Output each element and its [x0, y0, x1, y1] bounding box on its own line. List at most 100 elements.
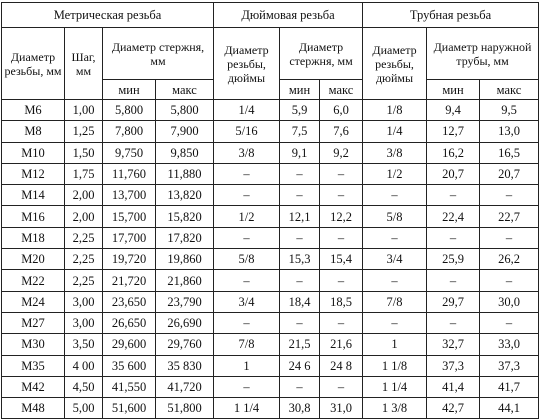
pipe-outer-min-cell: 32,7 — [426, 333, 481, 356]
metric-rod-max-cell: 19,860 — [155, 248, 214, 271]
inch-diameter-cell: 1/2 — [213, 205, 280, 228]
pipe-outer-min-cell: – — [426, 269, 481, 292]
inch-rod-max-cell: 9,2 — [318, 141, 364, 164]
inch-rod-max-cell: – — [318, 226, 364, 250]
inch-rod-min-cell: 18,4 — [279, 290, 320, 313]
metric-diameter-cell: М48 — [1, 397, 65, 420]
pipe-min-header: мин — [426, 79, 481, 100]
inch-rod-max-cell: 12,2 — [318, 205, 364, 228]
inch-diameter-cell: – — [213, 184, 280, 207]
metric-rod-min-cell: 19,720 — [102, 248, 156, 271]
metric-diameter-cell: М18 — [1, 226, 65, 250]
pipe-diameter-cell: 5/8 — [362, 205, 428, 228]
metric-rod-max-cell: 51,800 — [155, 397, 214, 420]
inch-rod-max-cell: 31,0 — [318, 397, 364, 420]
pipe-outer-max-cell: 44,1 — [479, 397, 540, 420]
column-header-row: Диаметр резьбы, мм Шаг, мм Диаметр стерж… — [1, 27, 540, 100]
pipe-max-header: макс — [479, 79, 540, 100]
pipe-diameter-cell: 1 3/8 — [362, 397, 428, 420]
inch-diameter-cell: 1 — [213, 354, 280, 377]
table-row: М6 1,00 5,800 5,800 1/4 5,9 6,0 1/8 9,4 9,5 — [1, 98, 540, 122]
pipe-outer-max-cell: 22,7 — [479, 205, 540, 228]
pipe-outer-min-cell: 41,4 — [426, 375, 481, 399]
pitch-cell: 2,00 — [64, 184, 103, 207]
pipe-outer-diameter-header: Диаметр наружной трубы, мм — [426, 27, 540, 80]
pipe-outer-max-cell: – — [479, 184, 540, 207]
inch-rod-max-cell: – — [318, 375, 364, 399]
pipe-diameter-cell: 1/4 — [362, 120, 428, 143]
pipe-diameter-cell: 1 1/4 — [362, 375, 428, 399]
table-row: М24 3,00 23,650 23,790 3/4 18,4 18,5 7/8 29,7 30,… — [1, 290, 540, 313]
inch-rod-min-cell: – — [279, 375, 320, 399]
inch-rod-max-cell: 24 8 — [318, 354, 364, 377]
metric-rod-max-cell: 5,800 — [155, 98, 214, 122]
table-row: М16 2,00 15,700 15,820 1/2 12,1 12,2 5/8 22,4 22,… — [1, 205, 540, 228]
pipe-outer-min-cell: 29,7 — [426, 290, 481, 313]
pipe-outer-min-cell: – — [426, 311, 481, 335]
inch-rod-diameter-header: Диаметр стержня, мм — [278, 27, 364, 80]
inch-rod-min-cell: 5,9 — [279, 98, 320, 122]
pipe-outer-min-cell: 9,4 — [426, 98, 481, 122]
pitch-cell: 2,00 — [64, 205, 103, 228]
metric-rod-max-cell: 13,820 — [155, 184, 214, 207]
inch-rod-max-cell: – — [318, 269, 364, 292]
pipe-outer-max-cell: 33,0 — [479, 333, 540, 356]
inch-diameter-cell: – — [213, 269, 280, 292]
metric-rod-min-cell: 13,700 — [102, 184, 156, 207]
pipe-group-header: Трубная резьба — [362, 2, 540, 28]
pipe-outer-max-cell: 20,7 — [479, 162, 540, 186]
metric-rod-min-cell: 17,700 — [102, 226, 156, 250]
metric-group-header: Метрическая резьба — [1, 2, 214, 28]
metric-rod-min-cell: 26,650 — [102, 311, 156, 335]
metric-diameter-cell: М20 — [1, 248, 65, 271]
metric-diameter-cell: М10 — [1, 141, 65, 164]
group-header-row: Метрическая резьба Дюймовая резьба Трубн… — [1, 2, 540, 28]
inch-diameter-cell: 5/8 — [213, 248, 280, 271]
inch-rod-max-cell: 18,5 — [318, 290, 364, 313]
metric-diameter-cell: М22 — [1, 269, 65, 292]
inch-min-header: мин — [279, 79, 320, 100]
table-row: М12 1,75 11,760 11,880– – –1/2 20,7 20,7 — [1, 162, 540, 186]
pipe-diameter-cell: 3/4 — [362, 248, 428, 271]
pipe-outer-min-cell: 12,7 — [426, 120, 481, 143]
metric-rod-max-cell: 21,860 — [155, 269, 214, 292]
inch-diameter-cell: 7/8 — [213, 333, 280, 356]
inch-rod-max-cell: 21,6 — [318, 333, 364, 356]
pipe-outer-min-cell: 42,7 — [426, 397, 481, 420]
metric-rod-min-cell: 51,600 — [102, 397, 156, 420]
pipe-outer-min-cell: – — [426, 226, 481, 250]
metric-rod-max-cell: 26,690 — [155, 311, 214, 335]
metric-rod-min-cell: 23,650 — [102, 290, 156, 313]
inch-diameter-cell: 1 1/4 — [213, 397, 280, 420]
table-row: М22 2,25 21,720 21,860– – – – – – — [1, 269, 540, 292]
inch-rod-min-cell: – — [279, 226, 320, 250]
pipe-outer-max-cell: 37,3 — [479, 354, 540, 377]
pitch-cell: 1,75 — [64, 162, 103, 186]
minmax-header-row: мин макс мин макс мин макс — [2, 79, 540, 100]
pitch-cell: 1,00 — [64, 98, 103, 122]
inch-rod-min-cell: 7,5 — [279, 120, 320, 143]
pipe-outer-max-cell: 41,7 — [479, 375, 540, 399]
pipe-outer-max-cell: 13,0 — [479, 120, 540, 143]
table-row: М48 5,00 51,600 51,800 1 1/4 30,8 31,0 1 3/8 42,… — [1, 397, 540, 420]
inch-rod-max-cell: 6,0 — [318, 98, 364, 122]
table-row: М8 1,25 7,800 7,900 5/16 7,5 7,6 1/4 12,7 13,0 — [1, 120, 540, 143]
table-row: М18 2,25 17,700 17,820– – – – – – — [1, 226, 540, 250]
metric-diameter-header: Диаметр резьбы, мм — [1, 27, 65, 100]
pipe-outer-max-cell: – — [479, 226, 540, 250]
pitch-cell: 4 00 — [64, 354, 103, 377]
pipe-diameter-cell: – — [362, 269, 428, 292]
metric-rod-diameter-header: Диаметр стержня, мм — [102, 27, 214, 80]
pipe-outer-max-cell: 30,0 — [479, 290, 540, 313]
metric-diameter-cell: М8 — [1, 120, 65, 143]
pitch-cell: 4,50 — [64, 375, 103, 399]
inch-rod-max-cell: – — [318, 184, 364, 207]
inch-rod-min-cell: 24 6 — [279, 354, 320, 377]
inch-rod-max-cell: 15,4 — [318, 248, 364, 271]
pitch-cell: 3,00 — [64, 311, 103, 335]
inch-rod-min-cell: 15,3 — [279, 248, 320, 271]
metric-rod-max-cell: 7,900 — [155, 120, 214, 143]
metric-rod-max-cell: 35 830 — [155, 354, 214, 377]
metric-rod-min-cell: 21,720 — [102, 269, 156, 292]
inch-rod-min-cell: – — [279, 311, 320, 335]
